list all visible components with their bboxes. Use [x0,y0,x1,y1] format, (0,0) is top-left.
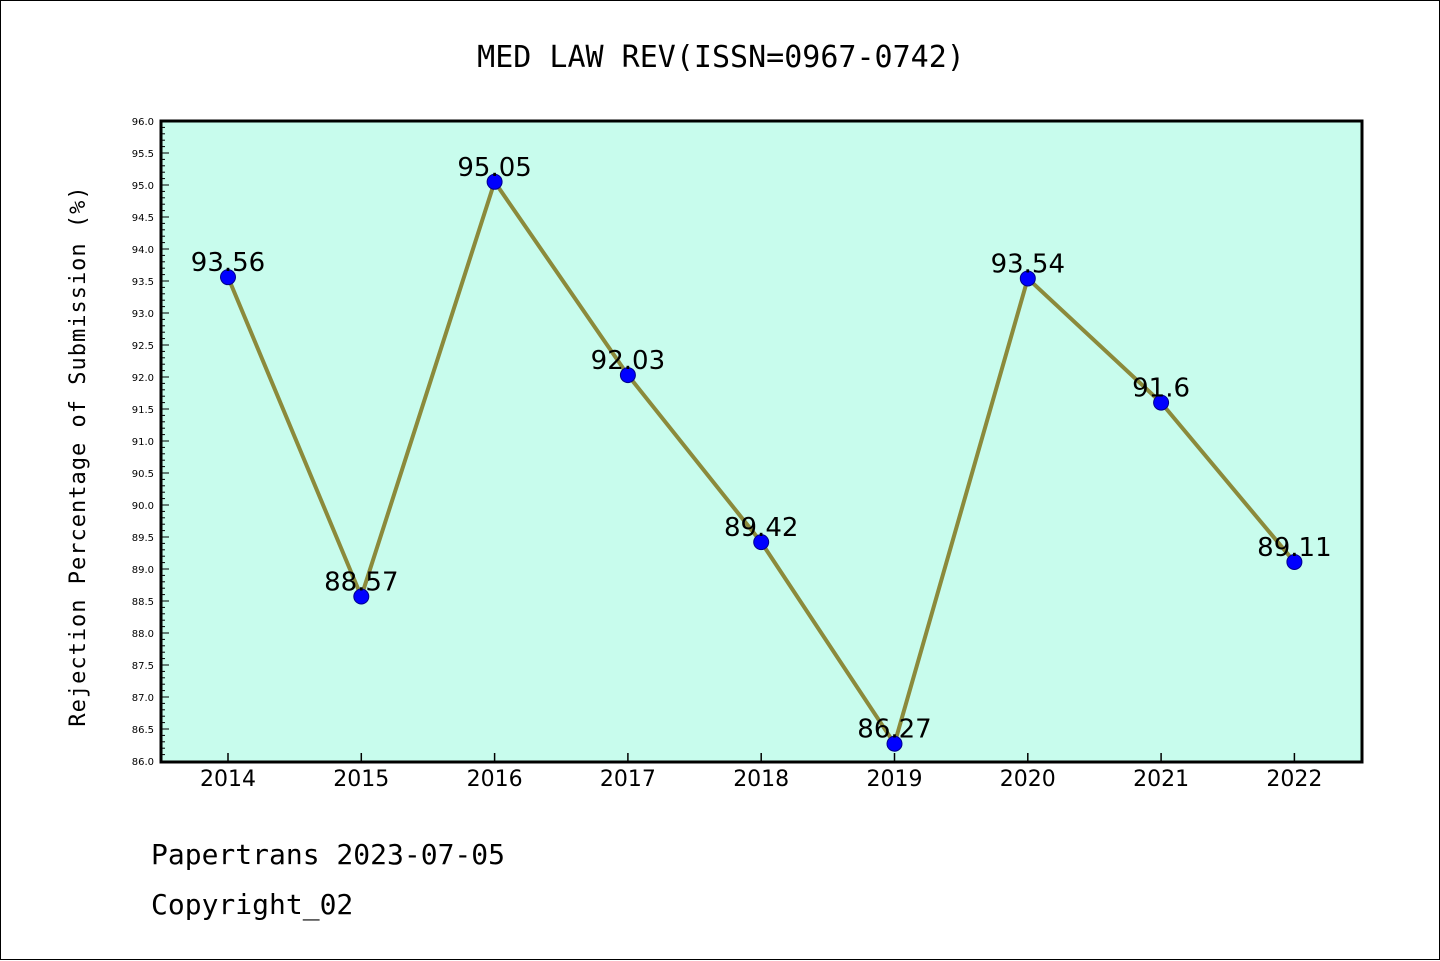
x-tick-label: 2014 [200,767,256,792]
data-point [619,367,636,384]
y-tick-label: 86.0 [132,757,154,768]
data-label: 93.56 [191,248,265,278]
data-point [486,173,503,190]
data-point [1153,394,1170,411]
x-tick-label: 2015 [333,767,389,792]
data-point [1286,553,1303,570]
data-label: 89.11 [1257,533,1331,563]
data-label: 89.42 [724,513,798,543]
data-label: 91.6 [1132,374,1190,404]
data-label: 93.54 [991,249,1065,279]
y-tick-label: 93.5 [132,277,154,288]
plot-area [159,119,1364,764]
chart-title: MED LAW REV(ISSN=0967-0742) [477,40,965,75]
data-label: 86.27 [857,715,931,745]
data-label: 88.57 [324,568,398,598]
x-tick-label: 2017 [600,767,656,792]
y-tick-label: 87.0 [132,693,154,704]
y-tick-label: 91.0 [132,437,154,448]
x-tick-label: 2018 [733,767,789,792]
data-label: 95.05 [457,153,531,183]
y-tick-label: 89.0 [132,565,154,576]
y-tick-label: 88.5 [132,597,154,608]
y-tick-label: 87.5 [132,661,154,672]
x-axis: 2014 2015 2016 2017 2018 2019 2020 2021 2022 [200,753,1322,792]
y-tick-label: 92.0 [132,373,154,384]
y-tick-label: 92.5 [132,341,154,352]
y-tick-label: 89.5 [132,533,154,544]
y-tick-label: 86.5 [132,725,154,736]
footer-source: Papertrans 2023-07-05 [151,838,505,871]
y-tick-label: 91.5 [132,405,154,416]
y-tick-label: 94.5 [132,213,154,224]
y-tick-label: 96.0 [132,117,154,128]
data-point [220,269,236,286]
data-point [753,534,770,551]
y-tick-label: 95.5 [132,149,154,160]
y-tick-label: 88.0 [132,629,154,640]
x-tick-label: 2021 [1133,767,1189,792]
footer-copyright: Copyright_02 [151,888,353,922]
x-tick-label: 2019 [867,767,923,792]
series-rejection-percentage [220,173,1303,752]
y-tick-label: 94.0 [132,245,154,256]
data-label: 92.03 [591,346,665,376]
y-axis: 86.0 86.5 87.0 87.5 88.0 88.5 89.0 89.5 90.0 90.5… [132,117,169,768]
y-tick-label: 95.0 [132,181,154,192]
y-axis-title: Rejection Percentage of Submission (%) [66,185,91,726]
data-point [1019,270,1036,287]
x-tick-label: 2016 [467,767,523,792]
x-tick-label: 2022 [1266,767,1322,792]
y-tick-label: 93.0 [132,309,154,320]
data-labels: 93.56 88.57 95.05 92.03 89.42 86.27 93.54 91.6 8… [191,153,1332,745]
x-tick-label: 2020 [1000,767,1056,792]
data-point [886,735,903,752]
y-tick-label: 90.5 [132,469,154,480]
y-tick-label: 90.0 [132,501,154,512]
data-point [353,588,370,605]
